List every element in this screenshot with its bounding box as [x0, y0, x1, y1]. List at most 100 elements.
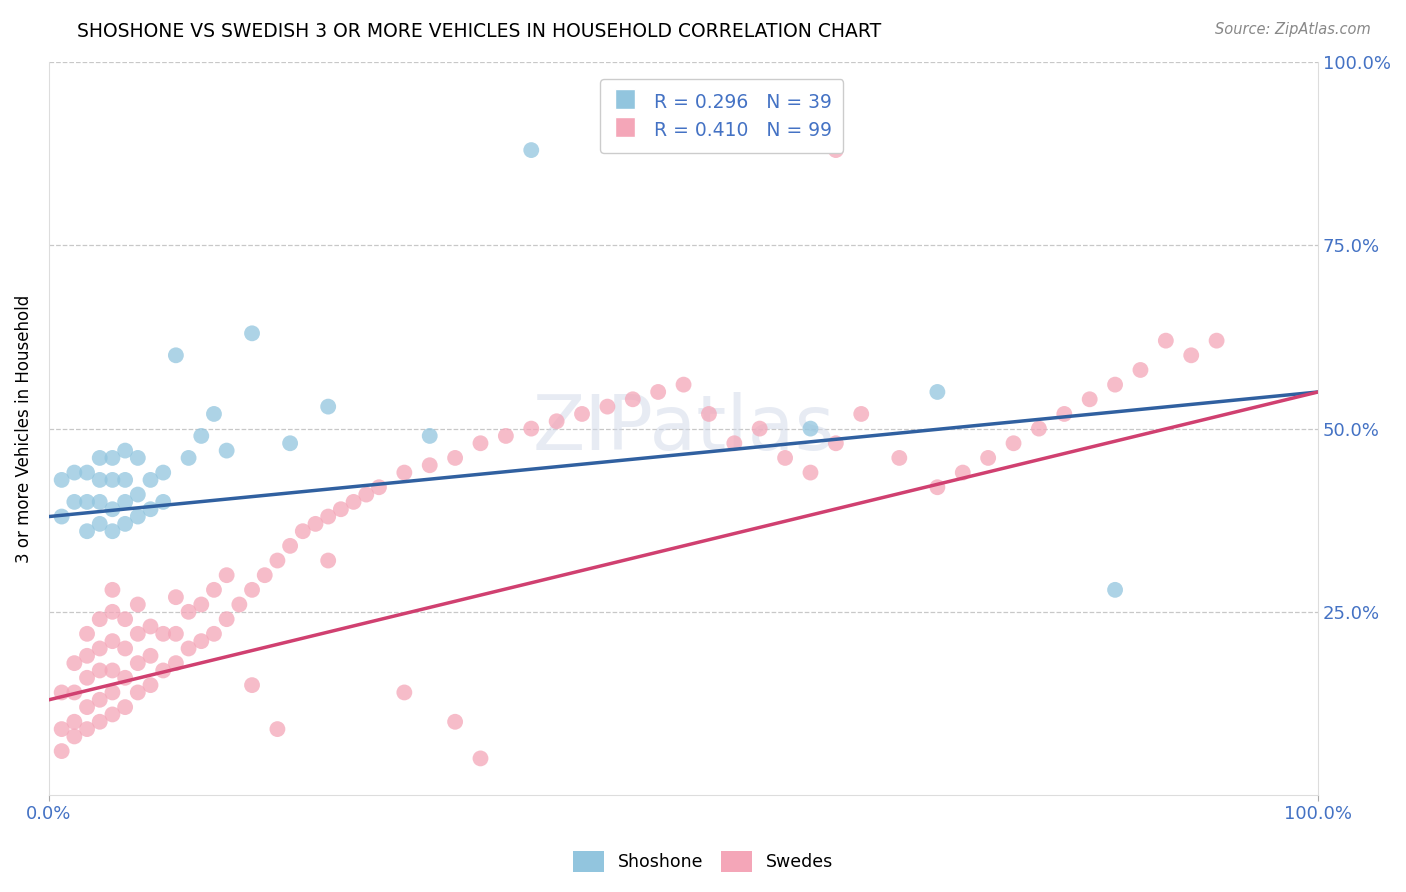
- Point: [139, 678, 162, 692]
- Point: [63, 656, 86, 670]
- Point: [240, 582, 263, 597]
- Point: [1078, 392, 1101, 407]
- Point: [799, 421, 821, 435]
- Point: [127, 627, 149, 641]
- Point: [952, 466, 974, 480]
- Point: [89, 450, 111, 465]
- Point: [51, 722, 73, 736]
- Point: [647, 384, 669, 399]
- Point: [101, 502, 124, 516]
- Point: [63, 730, 86, 744]
- Point: [51, 685, 73, 699]
- Point: [520, 421, 543, 435]
- Point: [101, 582, 124, 597]
- Point: [190, 598, 212, 612]
- Point: [190, 634, 212, 648]
- Point: [152, 466, 174, 480]
- Point: [76, 700, 98, 714]
- Point: [444, 714, 467, 729]
- Point: [63, 466, 86, 480]
- Point: [368, 480, 391, 494]
- Point: [152, 664, 174, 678]
- Point: [228, 598, 250, 612]
- Point: [51, 744, 73, 758]
- Point: [177, 605, 200, 619]
- Point: [672, 106, 695, 120]
- Point: [190, 429, 212, 443]
- Point: [165, 590, 187, 604]
- Point: [114, 700, 136, 714]
- Point: [101, 685, 124, 699]
- Point: [495, 429, 517, 443]
- Point: [165, 348, 187, 362]
- Point: [139, 619, 162, 633]
- Point: [114, 641, 136, 656]
- Point: [63, 714, 86, 729]
- Point: [723, 436, 745, 450]
- Point: [89, 612, 111, 626]
- Point: [329, 502, 352, 516]
- Point: [152, 627, 174, 641]
- Text: Source: ZipAtlas.com: Source: ZipAtlas.com: [1215, 22, 1371, 37]
- Point: [101, 664, 124, 678]
- Point: [1002, 436, 1025, 450]
- Point: [202, 582, 225, 597]
- Point: [76, 722, 98, 736]
- Point: [215, 443, 238, 458]
- Point: [672, 377, 695, 392]
- Point: [304, 516, 326, 531]
- Point: [520, 143, 543, 157]
- Y-axis label: 3 or more Vehicles in Household: 3 or more Vehicles in Household: [15, 294, 32, 563]
- Point: [114, 516, 136, 531]
- Point: [1104, 377, 1126, 392]
- Point: [76, 627, 98, 641]
- Point: [394, 466, 416, 480]
- Point: [202, 627, 225, 641]
- Point: [977, 450, 1000, 465]
- Point: [1180, 348, 1202, 362]
- Point: [177, 450, 200, 465]
- Point: [356, 487, 378, 501]
- Point: [76, 466, 98, 480]
- Point: [215, 568, 238, 582]
- Point: [253, 568, 276, 582]
- Point: [89, 664, 111, 678]
- Point: [316, 400, 339, 414]
- Point: [394, 685, 416, 699]
- Point: [63, 495, 86, 509]
- Point: [152, 495, 174, 509]
- Point: [571, 407, 593, 421]
- Point: [89, 641, 111, 656]
- Point: [697, 407, 720, 421]
- Point: [114, 495, 136, 509]
- Point: [240, 326, 263, 341]
- Point: [76, 648, 98, 663]
- Point: [101, 634, 124, 648]
- Point: [470, 436, 492, 450]
- Point: [139, 502, 162, 516]
- Point: [114, 443, 136, 458]
- Point: [114, 671, 136, 685]
- Point: [76, 524, 98, 539]
- Point: [927, 384, 949, 399]
- Point: [89, 473, 111, 487]
- Point: [63, 685, 86, 699]
- Point: [278, 436, 301, 450]
- Point: [76, 495, 98, 509]
- Point: [51, 473, 73, 487]
- Point: [316, 553, 339, 567]
- Point: [139, 473, 162, 487]
- Text: ZIPatlas: ZIPatlas: [533, 392, 835, 466]
- Point: [139, 648, 162, 663]
- Point: [101, 473, 124, 487]
- Point: [470, 751, 492, 765]
- Point: [596, 400, 619, 414]
- Point: [1104, 582, 1126, 597]
- Point: [748, 421, 770, 435]
- Point: [127, 450, 149, 465]
- Point: [278, 539, 301, 553]
- Point: [165, 656, 187, 670]
- Point: [51, 509, 73, 524]
- Point: [291, 524, 314, 539]
- Point: [202, 407, 225, 421]
